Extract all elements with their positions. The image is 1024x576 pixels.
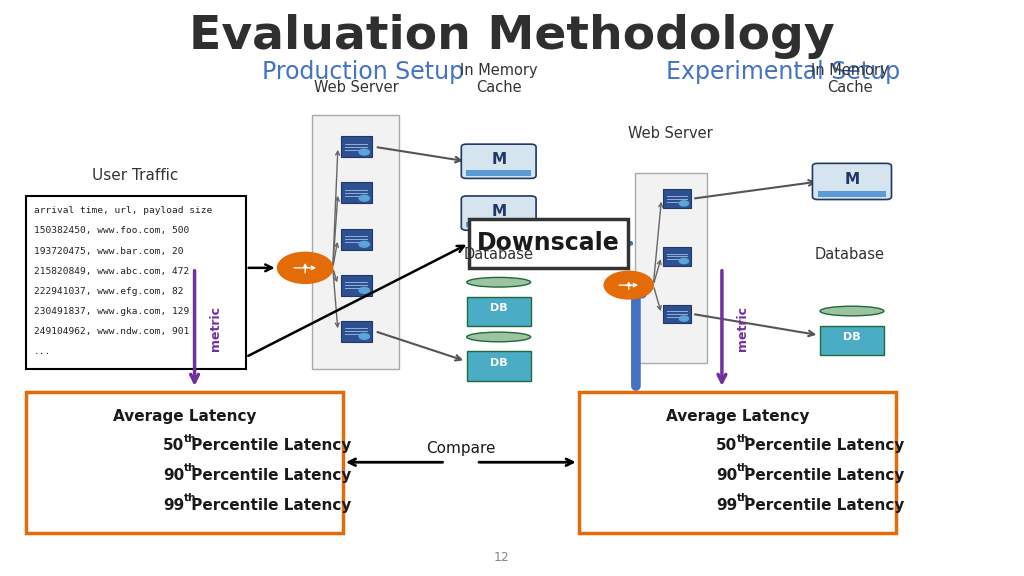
FancyBboxPatch shape (461, 144, 537, 179)
Text: Percentile Latency: Percentile Latency (186, 498, 351, 513)
Text: DB: DB (843, 332, 861, 342)
FancyBboxPatch shape (663, 190, 691, 208)
Text: DB: DB (489, 304, 508, 313)
FancyBboxPatch shape (817, 191, 887, 196)
FancyBboxPatch shape (461, 196, 537, 230)
Text: 215820849, www.abc.com, 472: 215820849, www.abc.com, 472 (34, 267, 189, 276)
Text: Compare: Compare (426, 441, 496, 456)
Text: 12: 12 (494, 551, 510, 564)
Text: Downscale: Downscale (477, 232, 620, 255)
Circle shape (359, 149, 370, 155)
FancyBboxPatch shape (26, 196, 246, 369)
Ellipse shape (820, 306, 884, 316)
Text: Evaluation Methodology: Evaluation Methodology (189, 14, 835, 59)
FancyBboxPatch shape (341, 229, 372, 249)
Ellipse shape (467, 278, 530, 287)
Text: Web Server: Web Server (629, 126, 713, 141)
Text: 222941037, www.efg.com, 82: 222941037, www.efg.com, 82 (34, 287, 183, 296)
Text: 99: 99 (163, 498, 184, 513)
FancyBboxPatch shape (663, 305, 691, 323)
Text: Database: Database (815, 247, 885, 262)
Text: Percentile Latency: Percentile Latency (739, 468, 904, 483)
Text: Web Server: Web Server (314, 80, 398, 95)
Text: th: th (737, 493, 750, 503)
Text: In Memory
Cache: In Memory Cache (811, 63, 889, 95)
Circle shape (359, 195, 370, 201)
Text: 150382450, www.foo.com, 500: 150382450, www.foo.com, 500 (34, 226, 189, 236)
Circle shape (278, 252, 333, 283)
Text: 50: 50 (163, 438, 184, 453)
FancyBboxPatch shape (341, 183, 372, 203)
Text: Percentile Latency: Percentile Latency (739, 498, 904, 513)
FancyBboxPatch shape (467, 351, 530, 381)
Circle shape (679, 259, 688, 264)
Circle shape (359, 334, 370, 339)
Text: Percentile Latency: Percentile Latency (739, 438, 904, 453)
FancyBboxPatch shape (467, 170, 530, 176)
Text: 99: 99 (716, 498, 737, 513)
Text: th: th (737, 463, 750, 473)
FancyBboxPatch shape (579, 392, 896, 533)
Text: Average Latency: Average Latency (113, 409, 256, 424)
FancyBboxPatch shape (820, 325, 884, 355)
FancyBboxPatch shape (312, 115, 399, 369)
Text: Percentile Latency: Percentile Latency (186, 438, 351, 453)
Text: Percentile Latency: Percentile Latency (186, 468, 351, 483)
FancyBboxPatch shape (467, 297, 530, 326)
Text: 90: 90 (716, 468, 737, 483)
Text: 50: 50 (716, 438, 737, 453)
Text: Average Latency: Average Latency (666, 409, 809, 424)
Text: M: M (492, 153, 506, 168)
Text: Experimental Setup: Experimental Setup (667, 60, 900, 85)
Text: M: M (845, 172, 859, 187)
Text: User Traffic: User Traffic (92, 168, 179, 183)
FancyBboxPatch shape (635, 173, 707, 363)
Circle shape (359, 241, 370, 247)
FancyBboxPatch shape (341, 321, 372, 342)
Text: 230491837, www.gka.com, 129: 230491837, www.gka.com, 129 (34, 307, 189, 316)
Circle shape (679, 316, 688, 321)
Text: 249104962, www.ndw.com, 901: 249104962, www.ndw.com, 901 (34, 327, 189, 336)
Ellipse shape (467, 332, 530, 342)
FancyBboxPatch shape (341, 275, 372, 295)
Circle shape (679, 201, 688, 206)
Text: ...: ... (34, 347, 51, 357)
FancyBboxPatch shape (663, 247, 691, 266)
FancyBboxPatch shape (26, 392, 343, 533)
Text: Database: Database (464, 247, 534, 262)
Text: 90: 90 (163, 468, 184, 483)
Text: DB: DB (489, 358, 508, 368)
Circle shape (604, 271, 653, 299)
FancyBboxPatch shape (467, 222, 530, 228)
Text: th: th (184, 493, 197, 503)
Text: metric: metric (209, 306, 221, 351)
Text: metric: metric (736, 306, 749, 351)
FancyBboxPatch shape (341, 137, 372, 157)
Text: Production Setup: Production Setup (262, 60, 465, 85)
Text: 193720475, www.bar.com, 20: 193720475, www.bar.com, 20 (34, 247, 183, 256)
Circle shape (359, 287, 370, 293)
FancyBboxPatch shape (469, 219, 628, 268)
Text: M: M (492, 204, 506, 219)
Text: th: th (184, 434, 197, 444)
FancyBboxPatch shape (812, 164, 892, 199)
Text: In Memory
Cache: In Memory Cache (460, 63, 538, 95)
Text: th: th (737, 434, 750, 444)
Text: arrival time, url, payload size: arrival time, url, payload size (34, 206, 212, 215)
Text: th: th (184, 463, 197, 473)
